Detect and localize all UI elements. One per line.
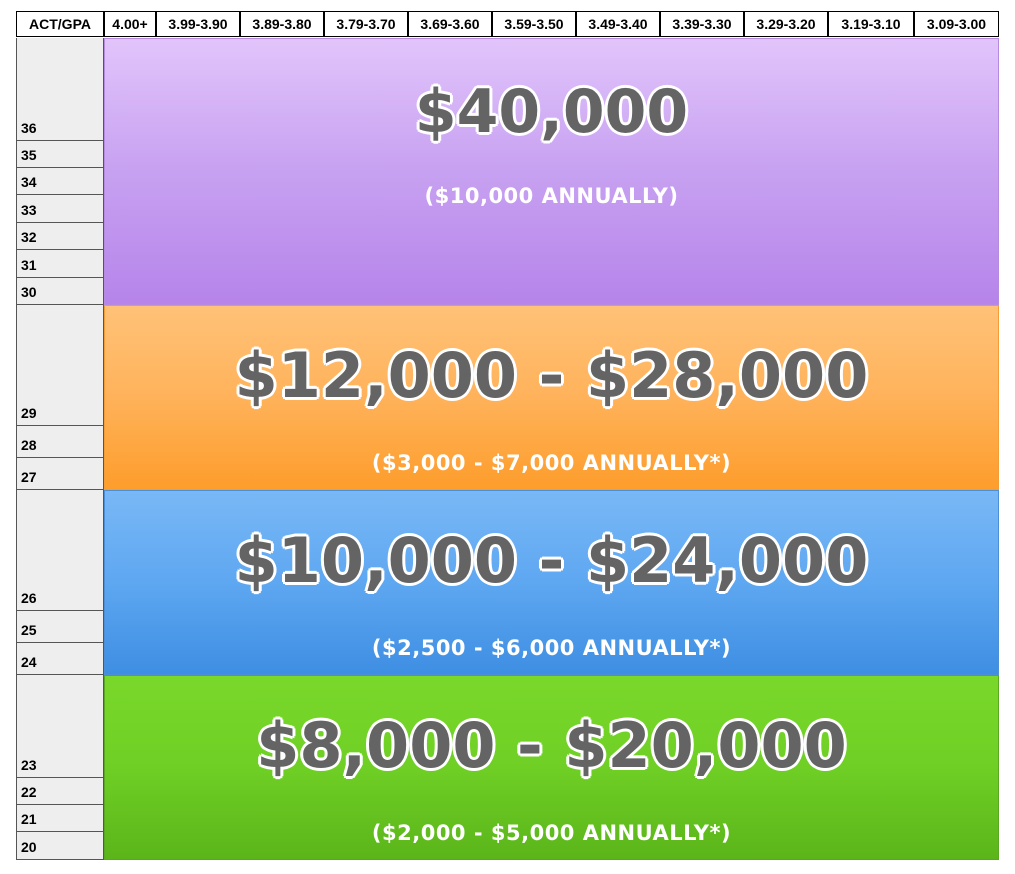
act-score-24: 24 bbox=[16, 643, 104, 675]
header-gpa-3-59-3-50: 3.59-3.50 bbox=[492, 11, 576, 37]
award-tier-10000-24000: $10,000 - $24,000 ($2,500 - $6,000 ANNUA… bbox=[104, 490, 999, 675]
tier-annual: ($2,000 - $5,000 ANNUALLY*) bbox=[371, 821, 732, 845]
act-score-26: 26 bbox=[16, 490, 104, 611]
act-score-33: 33 bbox=[16, 195, 104, 223]
act-score-28: 28 bbox=[16, 426, 104, 458]
header-gpa-3-29-3-20: 3.29-3.20 bbox=[744, 11, 828, 37]
award-tier-8000-20000: $8,000 - $20,000 ($2,000 - $5,000 ANNUAL… bbox=[104, 675, 999, 860]
act-score-32: 32 bbox=[16, 223, 104, 250]
act-score-35: 35 bbox=[16, 141, 104, 168]
act-score-30: 30 bbox=[16, 278, 104, 305]
award-tier-40000: $40,000 ($10,000 ANNUALLY) bbox=[104, 38, 999, 305]
header-gpa-3-49-3-40: 3.49-3.40 bbox=[576, 11, 660, 37]
tier-amount: $8,000 - $20,000 bbox=[256, 709, 847, 782]
act-score-21: 21 bbox=[16, 805, 104, 832]
act-score-27: 27 bbox=[16, 458, 104, 490]
tier-amount: $10,000 - $24,000 bbox=[234, 524, 869, 597]
tier-annual: ($3,000 - $7,000 ANNUALLY*) bbox=[371, 451, 732, 475]
header-gpa-3-09-3-00: 3.09-3.00 bbox=[914, 11, 999, 37]
act-score-20: 20 bbox=[16, 832, 104, 860]
tier-amount: $12,000 - $28,000 bbox=[234, 339, 869, 412]
act-score-23: 23 bbox=[16, 675, 104, 778]
tier-annual: ($10,000 ANNUALLY) bbox=[424, 184, 679, 208]
header-gpa-3-89-3-80: 3.89-3.80 bbox=[240, 11, 324, 37]
header-corner-act-gpa: ACT/GPA bbox=[16, 11, 104, 37]
award-tier-12000-28000: $12,000 - $28,000 ($3,000 - $7,000 ANNUA… bbox=[104, 305, 999, 490]
act-score-36: 36 bbox=[16, 38, 104, 141]
act-score-31: 31 bbox=[16, 250, 104, 278]
header-gpa-3-99-3-90: 3.99-3.90 bbox=[156, 11, 240, 37]
tier-annual: ($2,500 - $6,000 ANNUALLY*) bbox=[371, 636, 732, 660]
header-gpa-3-69-3-60: 3.69-3.60 bbox=[408, 11, 492, 37]
act-score-22: 22 bbox=[16, 778, 104, 805]
header-gpa-3-19-3-10: 3.19-3.10 bbox=[828, 11, 914, 37]
header-gpa-4-00: 4.00+ bbox=[104, 11, 156, 37]
act-score-25: 25 bbox=[16, 611, 104, 643]
header-gpa-3-79-3-70: 3.79-3.70 bbox=[324, 11, 408, 37]
header-gpa-3-39-3-30: 3.39-3.30 bbox=[660, 11, 744, 37]
tier-amount: $40,000 bbox=[414, 77, 689, 147]
act-score-34: 34 bbox=[16, 168, 104, 195]
act-score-29: 29 bbox=[16, 305, 104, 426]
